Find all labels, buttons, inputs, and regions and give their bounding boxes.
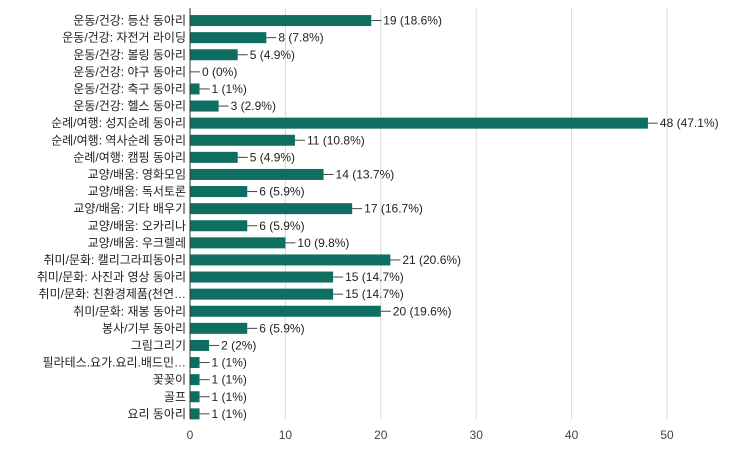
x-tick-label-30: 30 (470, 428, 484, 442)
bar-22 (190, 391, 200, 403)
bar-23 (190, 408, 200, 420)
bar-11 (190, 203, 353, 215)
category-label-22: 골프 (164, 390, 186, 404)
value-label-2: 5 (4.9%) (250, 48, 295, 62)
bar-13 (190, 237, 286, 249)
bar-10 (190, 186, 248, 198)
bar-12 (190, 220, 248, 232)
x-tick-labels: 0 10 20 30 40 50 (187, 428, 674, 442)
bar-9 (190, 168, 324, 180)
value-label-8: 5 (4.9%) (250, 150, 295, 164)
x-tick-label-20: 20 (374, 428, 388, 442)
grid-lines (284, 8, 668, 419)
x-tick-label-40: 40 (565, 428, 579, 442)
category-label-3: 운동/건강: 야구 동아리 (73, 65, 186, 79)
x-tick-label-50: 50 (660, 428, 674, 442)
category-label-23: 요리 동아리 (127, 407, 186, 421)
value-label-10: 6 (5.9%) (259, 185, 304, 199)
bar-6 (190, 117, 648, 129)
value-label-5: 3 (2.9%) (231, 99, 276, 113)
value-label-22: 1 (1%) (212, 390, 247, 404)
value-label-9: 14 (13.7%) (336, 167, 395, 181)
value-label-15: 15 (14.7%) (345, 270, 404, 284)
value-leaders (190, 20, 658, 415)
bars (190, 15, 648, 420)
value-label-0: 19 (18.6%) (383, 14, 442, 28)
value-label-17: 20 (19.6%) (393, 304, 452, 318)
category-label-7: 순례/여행: 역사순례 동아리 (51, 132, 186, 147)
bar-21 (190, 374, 200, 386)
bar-5 (190, 100, 219, 112)
bar-7 (190, 134, 295, 146)
category-label-16: 취미/문화: 친환경제품(천연… (39, 286, 186, 301)
bar-20 (190, 357, 200, 369)
category-label-12: 교양/배움: 오카리나 (88, 219, 186, 233)
category-label-19: 그림그리기 (131, 338, 186, 352)
value-label-3: 0 (0%) (202, 65, 237, 79)
value-label-6: 48 (47.1%) (660, 116, 719, 130)
category-label-18: 봉사/기부 동아리 (102, 321, 186, 335)
value-label-4: 1 (1%) (212, 82, 247, 96)
bar-14 (190, 254, 391, 266)
category-label-20: 필라테스.요가.요리.배드민… (43, 356, 186, 370)
value-label-16: 15 (14.7%) (345, 287, 404, 301)
category-label-14: 취미/문화: 캘리그라피동아리 (44, 253, 186, 267)
category-label-13: 교양/배움: 우크렐레 (88, 236, 186, 250)
bar-16 (190, 288, 334, 300)
x-tick-label-0: 0 (187, 428, 194, 442)
category-label-5: 운동/건강: 헬스 동아리 (73, 99, 186, 113)
bar-4 (190, 83, 200, 95)
value-label-18: 6 (5.9%) (259, 321, 304, 335)
category-label-9: 교양/배움: 영화모임 (88, 167, 186, 181)
value-label-14: 21 (20.6%) (402, 253, 461, 267)
bar-17 (190, 305, 381, 317)
x-tick-label-10: 10 (279, 428, 293, 442)
category-label-21: 꽃꽂이 (153, 373, 186, 387)
category-label-15: 취미/문화: 사진과 영상 동아리 (37, 270, 186, 284)
bar-0 (190, 15, 372, 27)
value-label-21: 1 (1%) (212, 373, 247, 387)
value-label-12: 6 (5.9%) (259, 219, 304, 233)
value-label-1: 8 (7.8%) (278, 31, 323, 45)
bar-15 (190, 271, 334, 283)
category-label-17: 취미/문화: 재봉 동아리 (73, 304, 186, 318)
bar-8 (190, 151, 238, 163)
bar-2 (190, 49, 238, 61)
category-label-0: 운동/건강: 등산 동아리 (73, 14, 186, 28)
value-label-23: 1 (1%) (212, 407, 247, 421)
value-label-7: 11 (10.8%) (307, 133, 365, 147)
category-label-6: 순례/여행: 성지순례 동아리 (51, 115, 186, 130)
category-label-11: 교양/배움: 기타 배우기 (73, 202, 186, 216)
category-label-4: 운동/건강: 축구 동아리 (73, 82, 186, 96)
category-label-2: 운동/건강: 볼링 동아리 (73, 48, 186, 62)
value-labels: 19 (18.6%) 8 (7.8%) 5 (4.9%) 0 (0%) 1 (1%) 3 … (202, 14, 719, 421)
value-label-20: 1 (1%) (212, 356, 247, 370)
value-label-19: 2 (2%) (221, 338, 256, 352)
value-label-11: 17 (16.7%) (364, 202, 423, 216)
category-label-1: 운동/건강: 자전거 라이딩 (62, 31, 186, 45)
bar-1 (190, 32, 267, 44)
bar-19 (190, 339, 210, 351)
value-label-13: 10 (9.8%) (297, 236, 349, 250)
category-label-8: 순례/여행: 캠핑 동아리 (73, 149, 186, 164)
bar-18 (190, 322, 248, 334)
category-label-10: 교양/배움: 독서토론 (88, 185, 186, 199)
